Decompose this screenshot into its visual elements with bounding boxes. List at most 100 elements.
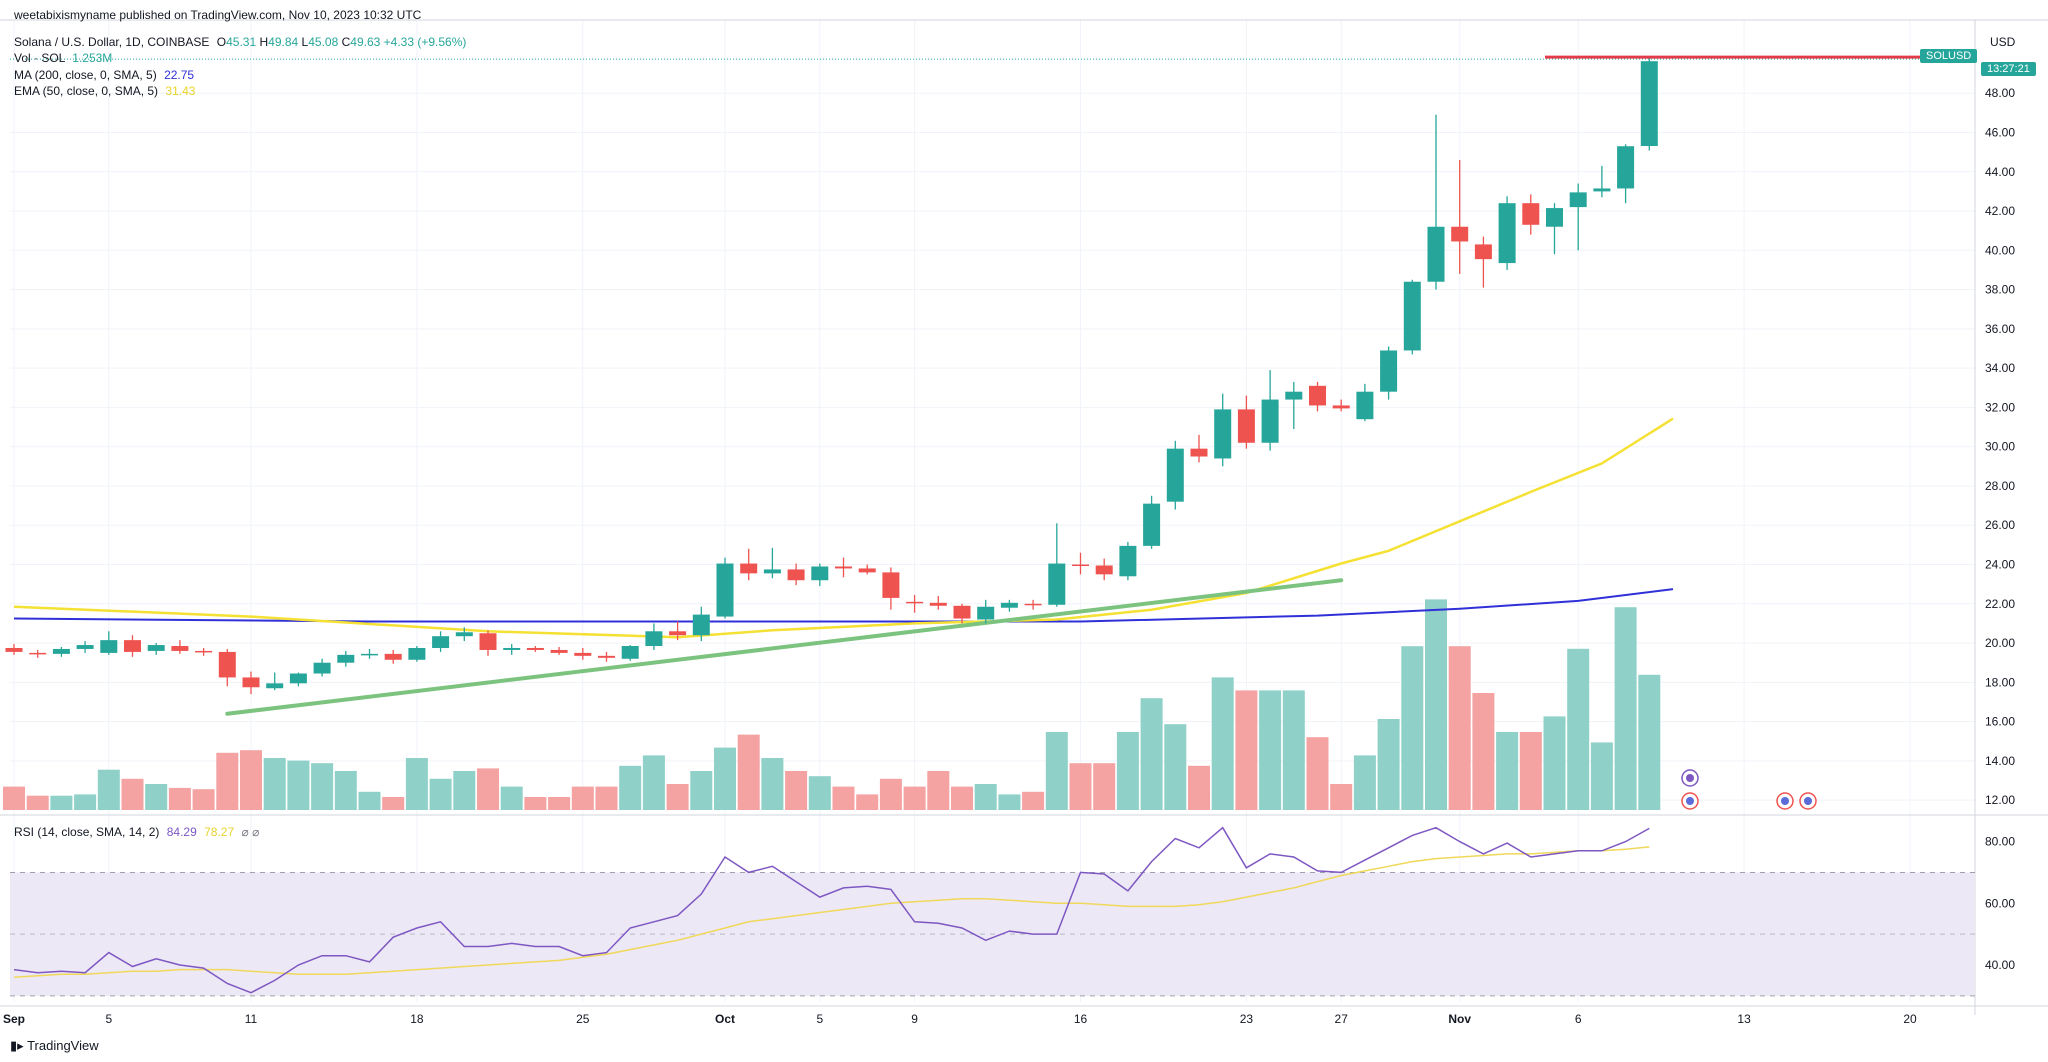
candle bbox=[669, 621, 687, 641]
candle-body bbox=[787, 569, 805, 581]
candle bbox=[5, 644, 23, 655]
rsi-line bbox=[13, 826, 1650, 994]
ohlc-legend[interactable]: Solana / U.S. Dollar, 1D, COINBASE O45.3… bbox=[14, 35, 466, 49]
candle-body bbox=[1546, 208, 1563, 227]
time-tick-label: 6 bbox=[1575, 1012, 1582, 1026]
candle bbox=[858, 564, 876, 575]
candle bbox=[1214, 393, 1232, 467]
candle-body bbox=[1143, 503, 1161, 546]
candle-body bbox=[1640, 61, 1658, 147]
candle bbox=[1237, 395, 1255, 449]
volume-bar bbox=[808, 776, 831, 810]
candle bbox=[1522, 194, 1540, 235]
time-tick-label: 23 bbox=[1240, 1012, 1254, 1026]
volume-bar bbox=[1496, 732, 1519, 810]
candle bbox=[1190, 434, 1208, 463]
volume-bar bbox=[1022, 791, 1045, 810]
volume-bar bbox=[1164, 724, 1187, 810]
volume-bar bbox=[74, 794, 97, 810]
price-tick-label: 34.00 bbox=[1985, 361, 2015, 375]
candle-body bbox=[645, 631, 663, 647]
volume-bar bbox=[216, 752, 239, 810]
tradingview-logo[interactable]: ▮▸ TradingView bbox=[10, 1038, 99, 1054]
volume-bar bbox=[1093, 763, 1116, 810]
candle bbox=[1380, 346, 1398, 400]
candle-body bbox=[929, 602, 947, 606]
volume-bar bbox=[666, 784, 689, 810]
time-tick-label: 9 bbox=[911, 1012, 918, 1026]
candle-body bbox=[1048, 563, 1066, 605]
candle bbox=[811, 563, 829, 587]
volume-legend[interactable]: Vol · SOL 1.253M bbox=[14, 51, 112, 65]
low-value: 45.08 bbox=[308, 35, 339, 49]
volume-bar bbox=[974, 784, 997, 810]
candle bbox=[598, 651, 615, 662]
candle bbox=[1166, 440, 1184, 510]
candle bbox=[1356, 383, 1374, 422]
candle bbox=[218, 648, 236, 687]
currency-label[interactable]: USD bbox=[1990, 35, 2015, 49]
price-tick-label: 28.00 bbox=[1985, 479, 2015, 493]
volume-bar bbox=[1448, 646, 1471, 810]
candle bbox=[1451, 159, 1469, 274]
candle bbox=[1048, 523, 1066, 607]
volume-bar bbox=[1567, 648, 1590, 810]
candle-body bbox=[242, 677, 260, 688]
price-tick-label: 40.00 bbox=[1985, 243, 2015, 257]
candle-body bbox=[408, 647, 426, 660]
price-tick-label: 12.00 bbox=[1985, 793, 2015, 807]
candle bbox=[266, 672, 284, 691]
candle-body bbox=[526, 647, 544, 650]
candle bbox=[1498, 196, 1516, 270]
volume-bar bbox=[1211, 677, 1234, 810]
candle bbox=[337, 650, 355, 667]
volume-bar bbox=[1188, 765, 1210, 810]
candle bbox=[787, 563, 805, 586]
symbol-title[interactable]: Solana / U.S. Dollar, 1D, COINBASE bbox=[14, 35, 210, 49]
ma200-label: MA (200, close, 0, SMA, 5) bbox=[14, 68, 157, 82]
volume-bar bbox=[477, 768, 499, 810]
time-tick-label: 13 bbox=[1737, 1012, 1751, 1026]
volume-bar bbox=[453, 771, 476, 810]
candle bbox=[1000, 599, 1018, 612]
volume-bar bbox=[240, 750, 262, 810]
settings-icon[interactable]: ⌀ bbox=[252, 825, 260, 839]
price-tick-label: 20.00 bbox=[1985, 636, 2015, 650]
volume-bar bbox=[571, 786, 594, 810]
candle bbox=[124, 635, 141, 657]
candle bbox=[1569, 183, 1587, 251]
volume-bar bbox=[761, 758, 784, 810]
time-tick-label: Sep bbox=[3, 1012, 25, 1026]
flag-icon-center bbox=[1686, 797, 1694, 805]
time-tick-label: Oct bbox=[715, 1012, 735, 1026]
hide-icon[interactable]: ⌀ bbox=[241, 825, 249, 839]
candle bbox=[882, 567, 900, 610]
candle-body bbox=[1451, 226, 1469, 242]
volume-bar bbox=[1282, 690, 1305, 810]
candle-body bbox=[479, 633, 497, 650]
candle bbox=[1617, 144, 1635, 204]
volume-bar bbox=[1425, 599, 1447, 810]
volume-bar bbox=[832, 786, 855, 810]
volume-bar bbox=[1614, 607, 1637, 810]
candle bbox=[100, 631, 118, 655]
rsi-legend[interactable]: RSI (14, close, SMA, 14, 2) 84.29 78.27 … bbox=[14, 825, 259, 839]
candle-body bbox=[432, 636, 450, 648]
candle bbox=[195, 647, 213, 656]
candle-body bbox=[906, 601, 924, 604]
ema50-legend[interactable]: EMA (50, close, 0, SMA, 5) 31.43 bbox=[14, 84, 195, 98]
candle-body bbox=[52, 648, 70, 654]
candle-body bbox=[882, 572, 900, 598]
price-tick-label: 32.00 bbox=[1985, 400, 2015, 414]
open-label: O bbox=[216, 35, 227, 49]
rsi-tick-label: 80.00 bbox=[1985, 835, 2015, 849]
candle-body bbox=[337, 654, 355, 663]
volume-bar bbox=[1140, 698, 1163, 810]
candle-body bbox=[835, 566, 852, 569]
candle-body bbox=[1498, 203, 1516, 264]
candle-body bbox=[1261, 399, 1279, 443]
ma200-legend[interactable]: MA (200, close, 0, SMA, 5) 22.75 bbox=[14, 68, 194, 82]
candle bbox=[1403, 279, 1421, 355]
symbol-tag-text: SOLUSD bbox=[1926, 50, 1972, 62]
